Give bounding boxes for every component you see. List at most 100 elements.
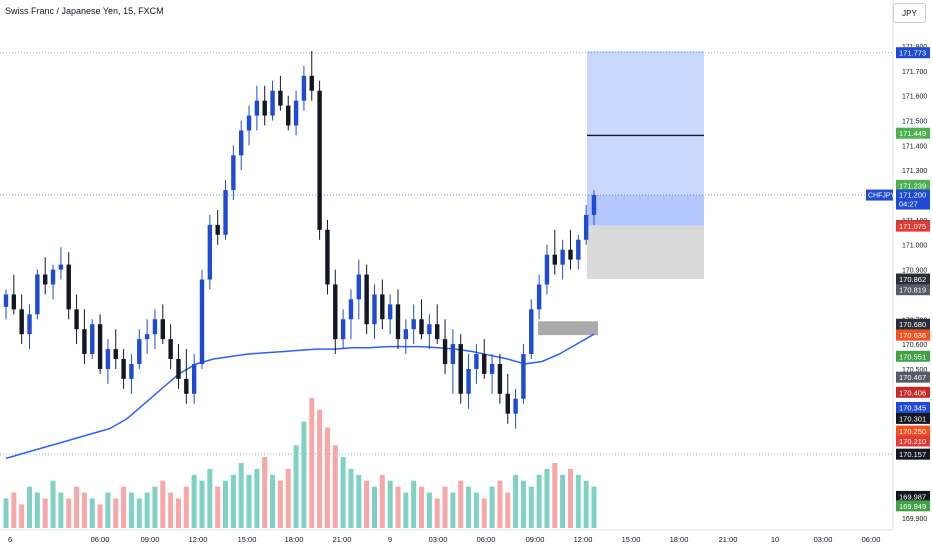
volume-bar [121,486,127,528]
candle-body [113,349,118,360]
price-label [896,448,930,460]
y-tick-label: 171.000 [902,243,927,250]
candle-body [239,130,244,156]
volume-bar [481,498,487,528]
candle-body [364,274,369,325]
countdown-text: 04:27 [899,200,918,209]
x-tick-label: 12:00 [189,535,208,544]
volume-bar [348,468,354,528]
volume-bar [238,463,244,528]
price-label [896,386,930,398]
y-tick-label: 171.400 [902,143,927,150]
volume-bar [262,457,268,528]
price-label [896,329,930,341]
candle-body [223,190,228,235]
x-tick-label: 06:00 [862,535,881,544]
candle-body [301,75,307,101]
price-label-text: 171.449 [899,129,926,138]
x-tick-label: 15:00 [238,535,257,544]
price-label [896,401,930,413]
candle-body [231,155,236,191]
volume-bar [168,492,174,528]
volume-bar [58,492,64,528]
volume-bar [426,492,432,528]
candle-body [333,284,338,340]
price-label-text: 170.467 [899,373,926,382]
price-label-text: 171.075 [899,222,926,231]
volume-bar [371,486,377,528]
chart-title: Swiss Franc / Japanese Yen, 15, FXCM [5,6,164,16]
candle-body [160,319,165,340]
candle-body [419,319,424,335]
candle-body [105,349,111,369]
candle-body [536,284,542,310]
volume-bar [544,468,550,528]
volume-bar [379,474,385,528]
candle-body [552,254,557,265]
candle-body [505,393,510,414]
candle-body [458,344,463,394]
volume-bar [19,504,25,528]
y-tick-label: 171.700 [902,69,927,76]
candle-body [427,324,432,335]
candle-body [199,279,205,364]
volume-bar [591,486,597,528]
y-tick-label: 171.300 [902,168,927,175]
price-label [896,500,930,512]
candle-body [246,115,252,131]
candle-body [3,294,9,307]
price-label [896,490,930,502]
volume-bar [277,480,283,528]
candle-body [97,324,103,369]
candle-body [144,334,150,340]
volume-bar [230,474,236,528]
candle-body [35,274,40,315]
candle-body [450,344,456,364]
symbol-tag-text: CHFJPY [868,193,896,200]
candle-body [529,309,534,355]
volume-bar [458,480,464,528]
volume-bar [74,486,80,528]
volume-bar [513,474,519,528]
volume-bar [89,498,95,528]
volume-bar [575,474,581,528]
currency-button[interactable]: JPY [893,3,926,23]
candle-body [325,229,330,285]
candle-body [411,319,416,330]
volume-bar [285,468,291,528]
volume-bar [583,480,589,528]
volume-bar [301,421,307,528]
price-label-text: 170.301 [899,414,926,423]
x-tick-label: 03:00 [429,535,448,544]
volume-bar [332,445,338,528]
y-tick-label: 171.600 [902,94,927,101]
candle-body [121,359,126,379]
candle-body [176,359,181,379]
volume-bar [309,398,315,528]
volume-bar [489,486,495,528]
volume-bar [395,486,401,528]
candle-body [380,294,385,320]
candle-body [286,105,291,126]
x-tick-label: 21:00 [333,535,352,544]
marked-zone [538,321,598,336]
volume-bar [270,474,276,528]
candle-body [568,249,573,260]
candle-body [560,249,565,265]
volume-bar [3,498,9,528]
candle-body [270,90,275,116]
candle-body [254,100,260,116]
current-price-label [896,189,930,210]
volume-bar [387,480,393,528]
price-label [896,412,930,424]
candle-body [442,339,448,364]
volume-bar [324,427,330,528]
y-tick-label: 170.600 [902,342,927,349]
volume-bar [191,474,197,528]
volume-bar [207,468,213,528]
candle-body [497,363,503,394]
candle-body [513,398,518,414]
price-label [896,435,930,447]
volume-bar [27,486,33,528]
